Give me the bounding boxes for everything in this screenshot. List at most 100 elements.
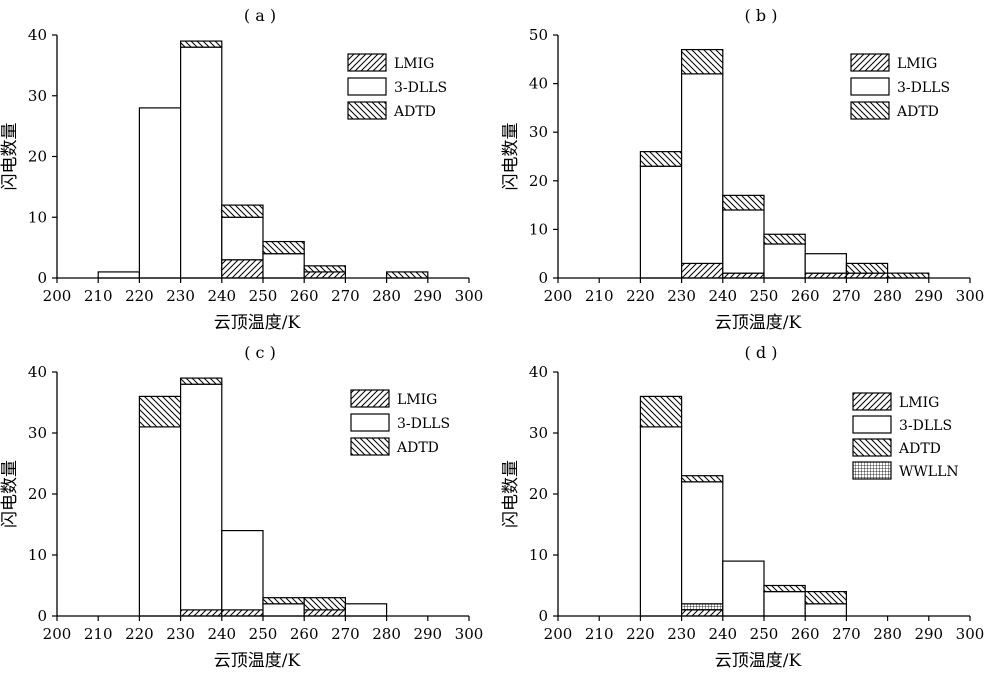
legend-swatch-3-dlls [350,413,390,432]
bar-lmig-260 [804,272,848,279]
bar-lmig-240 [221,609,264,617]
legend-swatch-3-dlls [850,77,890,96]
y-tick-label: 10 [28,546,47,564]
bar-3-dlls-240 [221,216,264,261]
x-tick-label: 260 [290,287,319,305]
legend-swatch-lmig [852,392,892,411]
y-tick-label: 30 [28,424,47,442]
panel-title: ( d ) [745,343,778,362]
y-tick-label: 30 [28,87,47,105]
legend-label-lmig: LMIG [897,56,937,72]
bar-adtd-230 [680,475,724,483]
bar-adtd-230 [180,377,223,385]
bar-3-dlls-260 [804,603,848,617]
x-tick-label: 230 [166,625,195,643]
x-axis-label: 云顶温度/K [214,313,301,333]
x-tick-label: 220 [626,625,655,643]
bar-adtd-220 [639,151,683,167]
x-tick-label: 200 [43,625,72,643]
bar-3-dlls-220 [639,426,683,617]
bar-3-dlls-250 [763,590,806,617]
y-tick-label: 20 [529,172,548,190]
x-tick-label: 290 [914,287,943,305]
bar-lmig-240 [221,259,264,279]
bar-3-dlls-230 [180,46,223,279]
bar-lmig-270 [845,272,889,279]
bar-lmig-240 [722,272,765,279]
x-axis-label: 云顶温度/K [715,651,802,671]
x-tick-label: 270 [832,287,861,305]
x-tick-label: 210 [84,287,113,305]
x-tick-label: 240 [207,287,236,305]
x-axis-label: 云顶温度/K [214,651,301,671]
legend-swatch-adtd [850,101,890,120]
x-tick-label: 220 [125,287,154,305]
y-axis-label: 闪电数量 [0,460,20,528]
bar-lmig-230 [680,609,724,617]
x-tick-label: 240 [708,625,737,643]
x-tick-label: 260 [791,625,820,643]
bar-adtd-250 [763,584,806,593]
x-tick-label: 280 [372,287,401,305]
bar-adtd-240 [722,194,765,211]
legend-label-adtd: ADTD [896,104,939,120]
bar-adtd-270 [845,262,889,274]
panel-title: ( a ) [244,6,276,25]
legend-label-3-dlls: 3-DLLS [899,418,952,434]
legend-swatch-wwlln [852,461,892,480]
x-tick-label: 250 [750,625,779,643]
bar-adtd-220 [639,395,683,428]
legend-swatch-adtd [347,101,387,120]
bar-3-dlls-250 [262,603,305,617]
y-tick-label: 30 [529,424,548,442]
x-tick-label: 260 [791,287,820,305]
panel-title: ( b ) [745,6,778,25]
legend-swatch-adtd [852,438,892,457]
bar-adtd-230 [680,48,724,75]
chart-panel-c: ( c ) 200 210 220 230 240 250 260 270 280 290 300 0 1… [0,343,483,671]
x-tick-label: 290 [413,625,442,643]
x-axis-label: 云顶温度/K [715,313,802,333]
bar-3-dlls-220 [138,426,182,617]
bar-adtd-250 [262,240,305,255]
x-tick-label: 280 [873,287,902,305]
x-tick-label: 200 [544,625,573,643]
x-tick-label: 230 [166,287,195,305]
legend-label-adtd: ADTD [396,440,439,456]
bar-lmig-260 [303,271,347,279]
y-tick-label: 10 [529,546,548,564]
y-tick-label: 0 [37,269,47,287]
bar-adtd-260 [804,590,848,605]
y-tick-label: 0 [538,607,548,625]
legend-swatch-lmig [850,53,890,72]
y-tick-label: 40 [529,363,548,381]
x-tick-label: 220 [626,287,655,305]
x-tick-label: 280 [372,625,401,643]
y-axis-label: 闪电数量 [501,123,521,191]
x-tick-label: 300 [455,625,484,643]
bar-adtd-250 [262,597,305,605]
x-tick-label: 300 [956,625,985,643]
bar-adtd-250 [763,233,806,245]
y-tick-label: 40 [28,363,47,381]
y-tick-label: 30 [529,123,548,141]
x-tick-label: 230 [667,287,696,305]
x-tick-label: 270 [331,287,360,305]
bar-adtd-260 [303,265,347,273]
bar-3-dlls-220 [138,107,182,279]
x-tick-label: 250 [249,625,278,643]
bar-3-dlls-240 [722,560,765,617]
x-tick-label: 280 [873,625,902,643]
x-tick-label: 270 [832,625,861,643]
x-tick-label: 220 [125,625,154,643]
bar-adtd-280 [886,272,930,279]
chart-panel-d: ( d ) 200 210 220 230 240 250 260 270 280 290 300 0 1… [501,343,984,671]
bar-3-dlls-240 [221,529,264,611]
legend: LMIG 3-DLLS ADTD [350,389,450,456]
bar-3-dlls-250 [763,243,806,279]
legend-swatch-3-dlls [852,415,892,434]
bar-3-dlls-210 [97,271,140,279]
y-tick-label: 10 [529,220,548,238]
x-tick-label: 200 [544,287,573,305]
